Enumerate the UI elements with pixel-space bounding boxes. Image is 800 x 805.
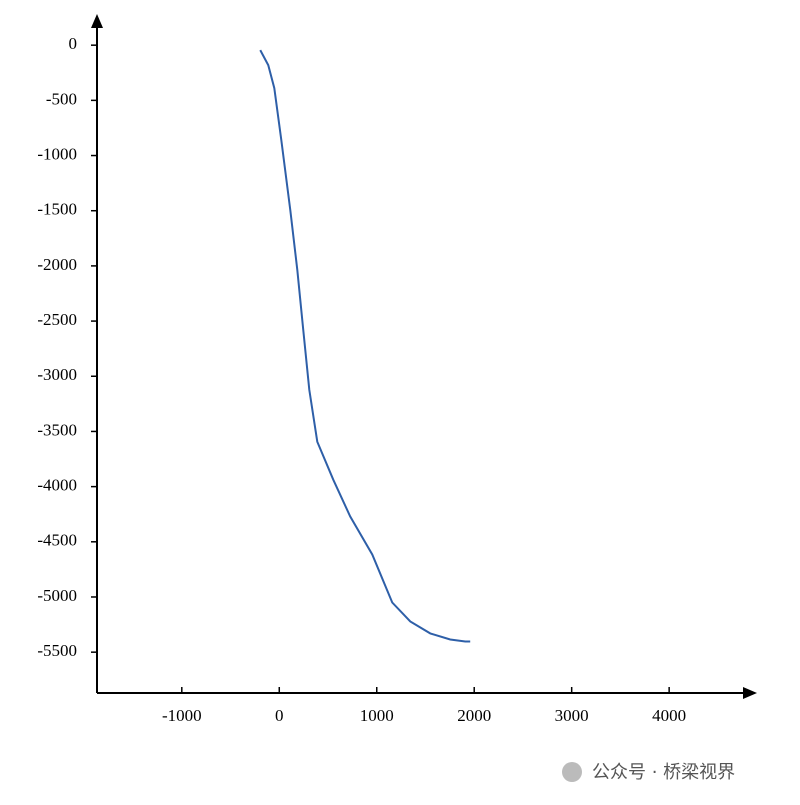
x-tick-label: 1000 (360, 706, 394, 725)
y-tick-label: -4500 (37, 531, 77, 550)
y-tick-label: -4000 (37, 476, 77, 495)
y-tick-label: -5500 (37, 641, 77, 660)
x-tick-label: -1000 (162, 706, 202, 725)
x-axis-arrow (743, 687, 757, 699)
y-tick-label: -3500 (37, 420, 77, 439)
y-tick-label: -3000 (37, 365, 77, 384)
x-tick-label: 3000 (555, 706, 589, 725)
y-tick-label: -500 (46, 89, 77, 108)
x-tick-label: 2000 (457, 706, 491, 725)
y-tick-label: 0 (69, 34, 78, 53)
y-tick-label: -2500 (37, 310, 77, 329)
x-tick-label: 4000 (652, 706, 686, 725)
y-tick-label: -1500 (37, 200, 77, 219)
y-tick-label: -2000 (37, 255, 77, 274)
y-tick-label: -5000 (37, 586, 77, 605)
data-line (259, 49, 471, 643)
watermark: 公众号 · 桥梁视界 (592, 762, 735, 783)
y-tick-label: -1000 (37, 144, 77, 163)
y-axis-arrow (91, 14, 103, 28)
x-tick-label: 0 (275, 706, 284, 725)
watermark-icon (562, 762, 582, 782)
